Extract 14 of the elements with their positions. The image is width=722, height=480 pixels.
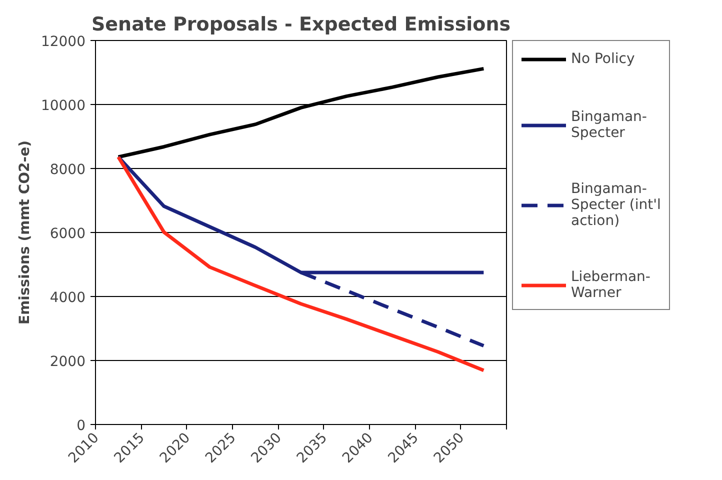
y-tick-label: 2000 (50, 354, 86, 370)
legend-label: Lieberman-Warner (571, 269, 650, 301)
y-tick-label: 12000 (40, 34, 86, 50)
y-tick-label: 4000 (50, 290, 86, 306)
chart-title: Senate Proposals - Expected Emissions (91, 14, 511, 36)
y-tick-label: 0 (76, 418, 86, 434)
legend-label: Bingaman-Specter (571, 109, 647, 141)
legend-label: No Policy (571, 51, 635, 67)
y-tick-label: 10000 (40, 98, 86, 114)
y-tick-label: 6000 (50, 226, 86, 242)
y-axis-title: Emissions (mmt CO2-e) (16, 140, 33, 324)
y-tick-label: 8000 (50, 162, 86, 178)
line-series (116, 155, 486, 372)
legend-label: Bingaman-Specter (int'l action) (571, 181, 661, 229)
